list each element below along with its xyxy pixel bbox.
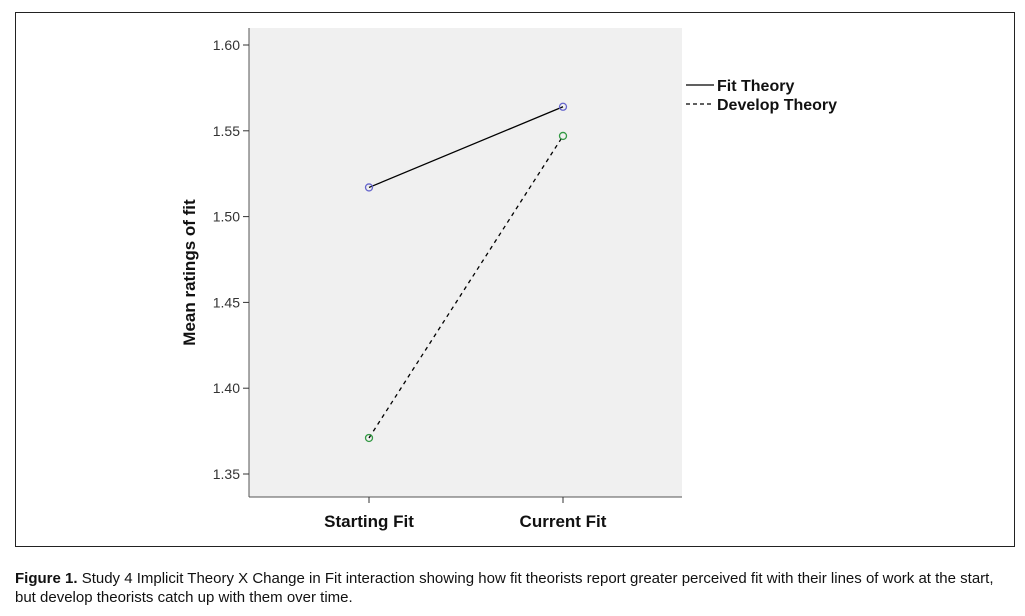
data-point: [558, 102, 568, 111]
figure-caption-text: Study 4 Implicit Theory X Change in Fit …: [15, 570, 994, 606]
y-tick-label: 1.35: [213, 466, 240, 482]
line-chart: 1.35 1.40 1.45 1.50 1.55 1.60 Starting Fit Curr…: [180, 28, 837, 531]
data-point: [558, 131, 568, 141]
series-line-1: [368, 106, 564, 189]
y-tick-label: 1.60: [213, 37, 240, 53]
y-tick-label: 1.45: [213, 294, 240, 310]
data-point: [364, 433, 374, 443]
y-tick-label: 1.55: [213, 123, 240, 139]
x-tick-label: Starting Fit: [324, 512, 414, 531]
plot-area: [249, 28, 682, 497]
figure-label: Figure 1.: [15, 570, 78, 587]
y-axis-title: Mean ratings of fit: [180, 199, 199, 346]
series-line-2: [368, 135, 564, 439]
y-tick-label: 1.50: [213, 209, 240, 225]
data-point: [364, 183, 374, 192]
legend-label-1: Fit Theory: [717, 78, 794, 95]
y-tick-label: 1.40: [213, 380, 240, 396]
legend-label-2: Develop Theory: [717, 97, 837, 114]
x-tick-label: Current Fit: [520, 512, 607, 531]
figure-caption: Figure 1. Study 4 Implicit Theory X Chan…: [15, 569, 1015, 607]
